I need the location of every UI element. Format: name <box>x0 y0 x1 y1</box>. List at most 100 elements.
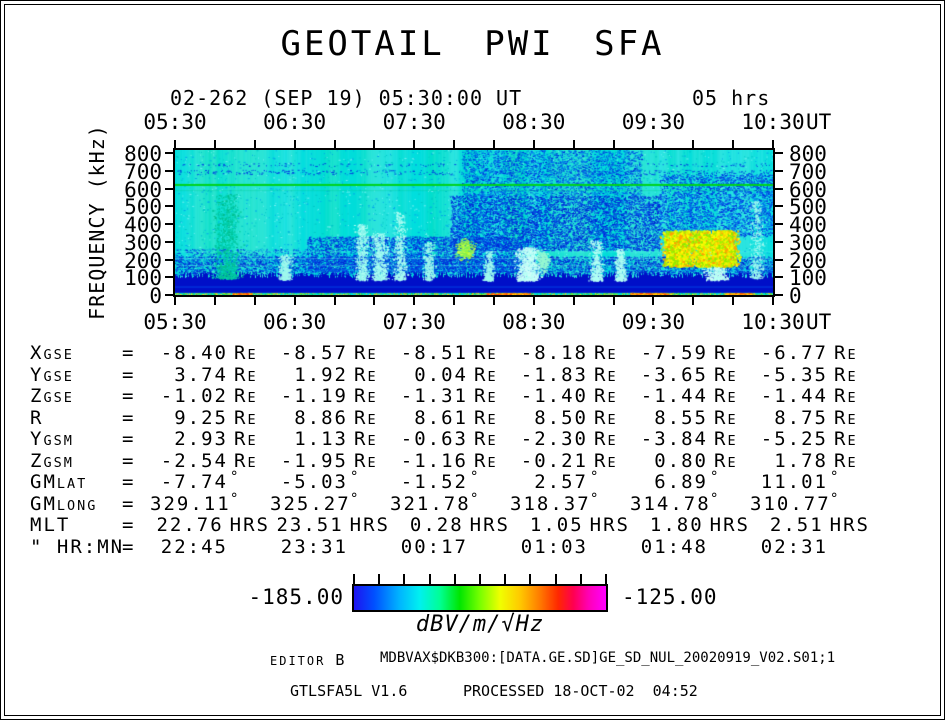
time-axis-tick <box>373 297 376 305</box>
unit-re-sub: E <box>487 368 498 385</box>
ephemeris-value-cell: -1.44 RE <box>630 385 750 407</box>
unit-re-sub: E <box>487 347 498 363</box>
ephemeris-value: -0.21 <box>520 449 588 472</box>
duration-label: 05 hrs <box>692 86 771 110</box>
unit-re: RE <box>834 428 858 450</box>
freq-tick-label: 400 <box>789 213 827 237</box>
page-title: GEOTAIL PWI SFA <box>280 24 665 64</box>
unit-re: RE <box>714 363 738 386</box>
freq-tick-label: 500 <box>124 195 162 220</box>
time-tick-label: 05:30 <box>143 110 207 134</box>
unit-re-sub: E <box>367 454 378 471</box>
ephemeris-value: 9.25 <box>174 406 228 429</box>
colorbar-tick <box>579 574 582 584</box>
ephemeris-value-cell: 310.77 ° <box>750 491 870 515</box>
ephemeris-value-cell: 6.89 ° <box>630 469 750 493</box>
time-axis-tick <box>492 140 495 148</box>
ephemeris-value-cell: 0.04 RE <box>390 364 510 386</box>
ephemeris-value-cell: 325.27 ° <box>270 491 390 515</box>
ephemeris-value-cell: 8.75 RE <box>750 407 870 429</box>
ephemeris-value: 22:45 <box>160 535 228 558</box>
unit-re-sub: E <box>487 454 498 471</box>
ephemeris-row: MLT = 22.76 HRS 23.51 HRS 0.28 HRS 1.05 HRS 1.80 HR… <box>30 514 870 536</box>
ephemeris-value: 0.04 <box>414 363 468 386</box>
label-sub: GSE <box>43 347 74 363</box>
ephemeris-value: 11.01 <box>760 471 828 493</box>
ephemeris-value: 0.28 <box>409 514 464 536</box>
unit-re: RE <box>474 406 498 429</box>
time-tick-label: 10:30 <box>741 110 805 134</box>
ephemeris-value: 2.51 <box>769 514 824 536</box>
unit-re: RE <box>474 428 498 450</box>
ephemeris-value-cell: 1.80 HRS <box>630 514 750 536</box>
editor-label: EDITOR <box>270 654 326 668</box>
equals-sign: = <box>122 406 136 429</box>
unit-re: RE <box>594 363 618 386</box>
unit-re-sub: E <box>607 368 618 385</box>
ephemeris-value: -5.25 <box>760 428 828 450</box>
ephemeris-value: -1.02 <box>160 385 228 407</box>
unit-re: RE <box>714 385 738 407</box>
ephemeris-value-cell: 22.76 HRS <box>150 514 270 536</box>
ephemeris-value-cell: 02:31 <box>750 536 870 558</box>
ephemeris-value-cell: 8.50 RE <box>510 407 630 429</box>
freq-axis-tick <box>165 258 173 261</box>
unit-re: RE <box>834 406 858 429</box>
ephemeris-row: XGSE = -8.40 RE -8.57 RE -8.51 RE -8.18 RE -7.59 RE… <box>30 342 870 364</box>
unit-degree: ° <box>710 469 721 485</box>
freq-axis-tick <box>775 223 783 225</box>
ephemeris-row: YGSE = 3.74 RE 1.92 RE 0.04 RE -1.83 RE -3.65 RE -5.… <box>30 364 870 386</box>
ephemeris-value: 1.92 <box>294 363 348 386</box>
ephemeris-value: 23:31 <box>280 535 348 558</box>
colorbar <box>352 574 608 612</box>
ephemeris-value: -8.51 <box>400 342 468 364</box>
ephemeris-row-label: GMLONG <box>30 493 122 515</box>
label-main: GM <box>30 492 57 515</box>
ephemeris-value-cell: 0.28 HRS <box>390 514 510 536</box>
time-axis-tick <box>174 297 176 305</box>
ephemeris-value: -3.65 <box>640 363 708 386</box>
ephemeris-value: 321.78 <box>390 492 471 515</box>
equals-sign: = <box>122 363 136 386</box>
time-axis-tick <box>732 297 735 305</box>
label-main: Z <box>30 449 44 472</box>
unit-re: RE <box>354 363 378 386</box>
label-main: GM <box>30 471 57 493</box>
time-axis-tick <box>413 140 416 148</box>
label-main: " HR:MN <box>30 535 125 558</box>
label-sub: GSM <box>43 433 74 449</box>
sqrt-radical-icon: √ <box>501 612 516 637</box>
ephemeris-value-cell: -6.77 RE <box>750 342 870 364</box>
freq-axis-tick <box>165 169 173 172</box>
unit-re-sub: E <box>247 347 258 363</box>
ephemeris-value: 1.80 <box>649 514 704 536</box>
colorbar-tick <box>403 574 406 584</box>
freq-tick-label: 300 <box>124 230 162 255</box>
unit-prefix: dBV/m/ <box>415 612 502 637</box>
unit-re: RE <box>234 385 258 407</box>
unit-hrs: HRS <box>229 514 270 536</box>
label-main: Y <box>30 428 44 450</box>
time-axis-tick <box>373 140 376 148</box>
freq-tick-label: 800 <box>789 142 827 166</box>
unit-re: RE <box>594 342 618 364</box>
label-main: X <box>30 342 44 364</box>
time-axis-tick <box>772 297 774 305</box>
ephemeris-value-cell: 00:17 <box>390 536 510 558</box>
freq-axis-tick <box>775 294 783 296</box>
ephemeris-value: -1.83 <box>520 363 588 386</box>
unit-sqrt-arg: Hz <box>515 612 545 637</box>
ephemeris-value-cell: -5.25 RE <box>750 428 870 450</box>
unit-re-sub: E <box>727 433 738 449</box>
ephemeris-value-cell: 329.11 ° <box>150 491 270 515</box>
unit-re: RE <box>714 342 738 364</box>
time-tick-label: 06:30 <box>262 310 327 334</box>
time-tick-label: 10:30 <box>741 310 805 334</box>
ephemeris-value: 22.76 <box>156 514 224 536</box>
unit-re-sub: E <box>847 368 858 385</box>
colorbar-tick <box>378 574 381 584</box>
editor-row: EDITOR B <box>270 651 344 669</box>
colorbar-tick <box>479 574 481 584</box>
time-tick-label: 06:30 <box>262 110 327 134</box>
time-axis-tick <box>652 297 655 305</box>
